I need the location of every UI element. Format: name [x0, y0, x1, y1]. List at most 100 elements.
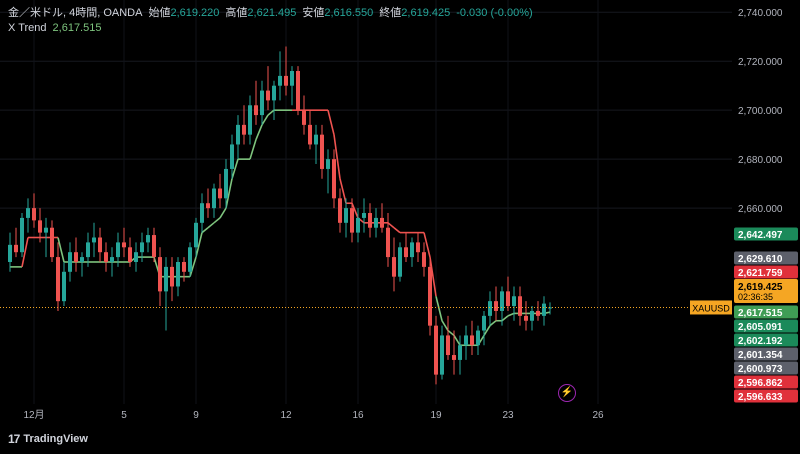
candle [272, 80, 276, 120]
price-tag: 2,600.973 [734, 361, 798, 375]
lightning-icon[interactable]: ⚡ [558, 384, 576, 402]
candle-body [62, 271, 66, 302]
candle-body [500, 291, 504, 311]
candle [320, 124, 324, 179]
candle-body [452, 355, 456, 360]
candle [506, 276, 510, 311]
candle-body [224, 168, 228, 199]
xtrend-segment [261, 114, 269, 126]
candle [452, 330, 456, 375]
price-tag-text: 2,621.759 [738, 268, 783, 279]
candle [62, 261, 66, 307]
price-tag: 2,642.497 [734, 227, 798, 241]
candle-body [434, 325, 438, 375]
indicator-row[interactable]: X Trend 2,617.515 [8, 21, 539, 36]
price-tag-bg [734, 389, 798, 403]
candle [314, 124, 318, 165]
xtrend-segment [435, 296, 443, 321]
price-tick-label: 2,740.000 [738, 8, 783, 19]
time-tick-label: 5 [121, 410, 127, 421]
tradingview-logo-icon: 17 [8, 432, 20, 446]
candle-body [524, 315, 528, 321]
candle [266, 66, 270, 111]
candle [8, 232, 12, 272]
xtrend-segment [219, 207, 227, 219]
candle-body [338, 198, 342, 223]
xtrend-segment [333, 134, 341, 179]
candle-body [176, 261, 180, 287]
candle [350, 198, 354, 243]
candle-body [290, 71, 294, 86]
candle [512, 286, 516, 321]
xtrend-segment [339, 178, 347, 204]
xtrend-segment [453, 335, 461, 346]
price-chart[interactable]: XAUUSD 金／米ドル, 4時間, OANDA 始値2,619.220 高値2,6… [0, 0, 732, 404]
candle [116, 232, 120, 267]
xtrend-segment [441, 320, 449, 331]
candle-body [380, 217, 384, 228]
candle [128, 237, 132, 267]
indicator-label: X Trend [8, 22, 47, 34]
candle-body [26, 208, 30, 218]
candle [248, 95, 252, 145]
candle [332, 149, 336, 209]
symbol-title: 金／米ドル, 4時間, OANDA [8, 7, 143, 19]
candle [530, 306, 534, 331]
time-tick-label: 9 [193, 410, 199, 421]
candle [74, 237, 78, 272]
candle-body [272, 85, 276, 101]
candle-body [542, 303, 546, 316]
candlestick-chart[interactable]: XAUUSD [0, 0, 732, 404]
candle [326, 149, 330, 194]
candle-body [20, 217, 24, 253]
time-axis[interactable]: 12月 5 9 12 16 19 23 26 [0, 404, 732, 426]
time-tick-label: 19 [430, 410, 442, 421]
candle [68, 242, 72, 282]
candle [56, 242, 60, 311]
candle-body [284, 75, 288, 86]
price-tag-text: 2,602.192 [738, 336, 783, 347]
price-tag-bg [734, 361, 798, 375]
candle-body [152, 235, 156, 258]
candle-body [254, 105, 258, 116]
candle [260, 80, 264, 125]
candle-body [410, 242, 414, 258]
xtrend-segment [249, 139, 257, 160]
candle-body [350, 208, 354, 233]
candle-body [464, 335, 468, 346]
candle [80, 252, 84, 277]
candle-body [182, 261, 186, 272]
candle-body [200, 203, 204, 223]
candle-body [140, 242, 144, 253]
symbol-tag: XAUUSD [690, 300, 732, 315]
price-axis[interactable]: 2,740.000 2,720.000 2,700.000 2,680.000 2,66… [732, 0, 800, 404]
candle-body [68, 252, 72, 272]
time-tick-label: 16 [352, 410, 364, 421]
candle [488, 291, 492, 326]
xtrend-segment [507, 312, 515, 317]
candle-body [14, 244, 18, 253]
xtrend-segment [393, 227, 401, 234]
candle-body [248, 105, 252, 135]
candle-body [536, 310, 540, 316]
tradingview-logo[interactable]: 17 TradingView [8, 432, 88, 446]
candle-body [116, 242, 120, 258]
xtrend-segment [327, 109, 335, 135]
xtrend-segment [351, 202, 359, 219]
candle-body [242, 124, 246, 135]
candle [536, 301, 540, 321]
candle [140, 232, 144, 262]
candle-body [56, 257, 60, 302]
candle [188, 242, 192, 277]
candle-body [266, 90, 270, 101]
time-tick-label: 12月 [23, 409, 44, 421]
candle-body [326, 159, 330, 169]
xtrend-segment [483, 325, 491, 336]
candle-body [8, 244, 12, 262]
candle-body [416, 242, 420, 253]
xtrend-segment [207, 222, 215, 229]
xtrend-segment [429, 256, 437, 297]
candle-body [260, 90, 264, 116]
candle [296, 66, 300, 116]
candle [482, 310, 486, 346]
